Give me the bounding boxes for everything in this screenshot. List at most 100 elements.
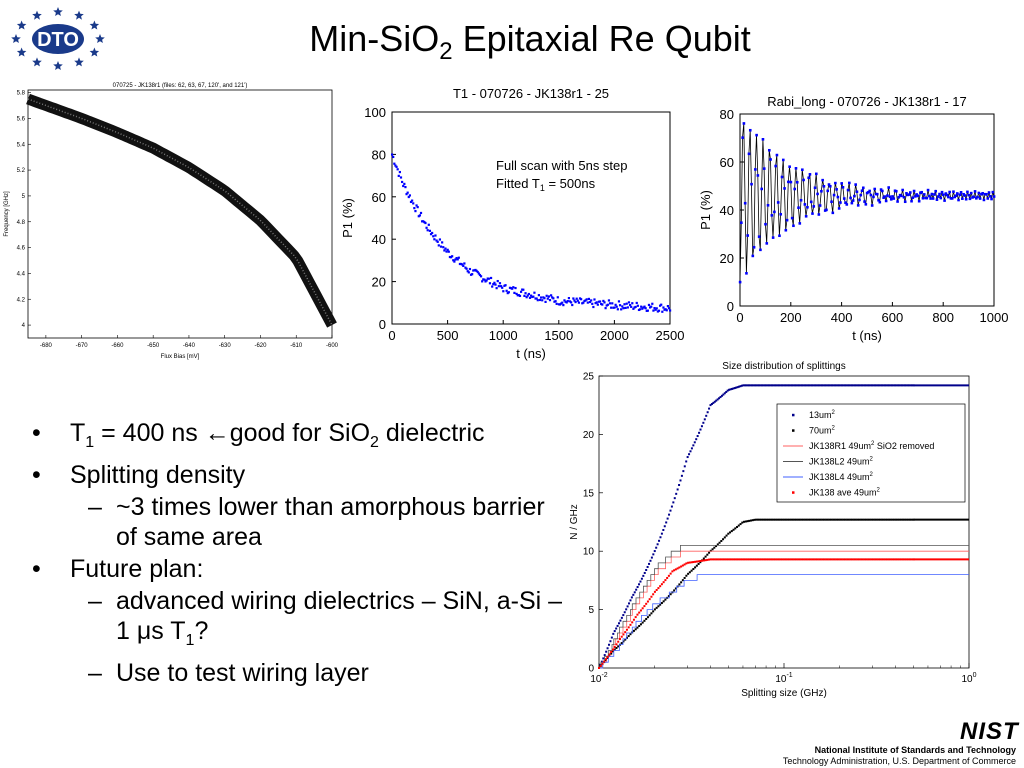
series-point bbox=[687, 561, 690, 564]
series-point bbox=[720, 558, 723, 561]
data-point bbox=[652, 309, 655, 312]
data-point bbox=[757, 235, 761, 238]
data-point bbox=[762, 167, 766, 170]
series-point bbox=[639, 580, 642, 583]
series-point bbox=[837, 518, 840, 521]
series-point bbox=[751, 519, 754, 522]
data-point bbox=[427, 223, 430, 226]
series-point bbox=[758, 384, 761, 387]
series-point bbox=[674, 568, 677, 571]
bullet-list: T1 = 400 ns ←good for SiO2 dielectric Sp… bbox=[28, 418, 568, 690]
data-point bbox=[776, 201, 780, 204]
series-point bbox=[655, 588, 658, 591]
series-point bbox=[729, 388, 732, 391]
series-point bbox=[882, 558, 885, 561]
data-point bbox=[635, 301, 638, 305]
series-point bbox=[896, 518, 899, 521]
series-point bbox=[849, 384, 852, 387]
data-point bbox=[976, 195, 979, 199]
x-tick-label: 800 bbox=[932, 310, 954, 325]
series-point bbox=[832, 558, 835, 561]
series-point bbox=[645, 602, 648, 605]
data-point bbox=[922, 193, 926, 196]
series-point bbox=[695, 564, 698, 567]
series-point bbox=[720, 539, 723, 542]
data-point bbox=[985, 192, 988, 196]
series-point bbox=[640, 577, 643, 580]
series-point bbox=[829, 384, 832, 387]
series-point bbox=[627, 635, 630, 638]
data-point bbox=[948, 190, 951, 194]
series-point bbox=[605, 650, 608, 653]
data-point bbox=[396, 168, 399, 171]
y-tick-label: 4.6 bbox=[17, 246, 26, 252]
series-point bbox=[828, 558, 831, 561]
series-point bbox=[676, 488, 679, 491]
series-point bbox=[903, 384, 906, 387]
series-point bbox=[865, 558, 868, 561]
series-point bbox=[853, 518, 856, 521]
y-tick-label: 60 bbox=[720, 155, 734, 170]
data-point bbox=[618, 304, 622, 307]
series-point bbox=[881, 384, 884, 387]
data-point bbox=[423, 221, 426, 224]
series-point bbox=[841, 384, 844, 387]
star-icon bbox=[32, 10, 42, 20]
series-point bbox=[795, 558, 798, 561]
series-point bbox=[665, 521, 668, 524]
data-point bbox=[455, 257, 458, 260]
data-point bbox=[578, 297, 582, 300]
data-point bbox=[491, 285, 494, 288]
data-point bbox=[903, 200, 907, 204]
series-point bbox=[627, 626, 630, 629]
data-point bbox=[850, 201, 854, 205]
series-point bbox=[625, 628, 628, 631]
series-point bbox=[905, 558, 908, 561]
page-title: Min-SiO2 Epitaxial Re Qubit bbox=[230, 18, 830, 66]
data-point bbox=[548, 299, 552, 302]
series-point bbox=[657, 605, 660, 608]
x-tick-label: 0 bbox=[736, 310, 743, 325]
series-point bbox=[814, 518, 817, 521]
series-point bbox=[680, 581, 683, 584]
series-point bbox=[849, 558, 852, 561]
series-point bbox=[610, 652, 613, 655]
series-point bbox=[863, 558, 866, 561]
series-point bbox=[685, 574, 688, 577]
data-point bbox=[506, 292, 509, 295]
data-point bbox=[610, 306, 613, 309]
series-point bbox=[818, 558, 821, 561]
data-point bbox=[797, 206, 800, 209]
series-point bbox=[842, 518, 845, 521]
series-point bbox=[653, 550, 656, 553]
series-point bbox=[648, 598, 651, 601]
series-point bbox=[702, 557, 705, 560]
x-tick-label: 1500 bbox=[544, 328, 573, 343]
series-point bbox=[873, 384, 876, 387]
data-point bbox=[452, 259, 455, 262]
data-point bbox=[869, 193, 873, 197]
data-point bbox=[945, 193, 949, 197]
data-point bbox=[467, 271, 470, 274]
data-point bbox=[860, 189, 864, 193]
series-point bbox=[680, 474, 683, 477]
series-point bbox=[776, 558, 779, 561]
x-tick-label: 500 bbox=[437, 328, 459, 343]
series-point bbox=[774, 558, 777, 561]
series-point bbox=[686, 456, 689, 459]
data-point bbox=[792, 224, 795, 228]
data-point bbox=[564, 300, 567, 303]
data-point bbox=[617, 300, 621, 303]
data-point bbox=[459, 262, 463, 266]
series-point bbox=[843, 384, 846, 387]
series-point bbox=[910, 558, 913, 561]
series-point bbox=[774, 518, 777, 521]
data-point bbox=[482, 278, 485, 281]
series-point bbox=[760, 384, 763, 387]
series-point bbox=[702, 559, 705, 562]
data-point bbox=[870, 204, 874, 207]
x-tick-label: 1000 bbox=[489, 328, 518, 343]
data-point bbox=[780, 175, 784, 179]
x-tick-label: -670 bbox=[76, 343, 89, 349]
x-axis-label: Flux Bias [mV] bbox=[161, 354, 200, 360]
